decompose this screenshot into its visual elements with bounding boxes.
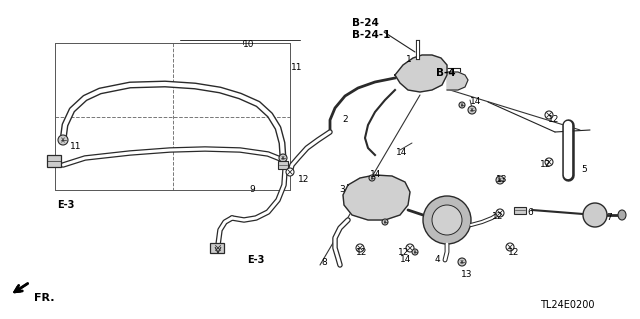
Bar: [514, 206, 526, 213]
Circle shape: [214, 244, 222, 252]
Circle shape: [369, 175, 375, 181]
Text: 11: 11: [291, 63, 303, 72]
Circle shape: [459, 102, 465, 108]
Ellipse shape: [583, 203, 607, 227]
Circle shape: [496, 209, 504, 217]
Ellipse shape: [618, 210, 626, 220]
Circle shape: [458, 258, 466, 266]
Text: 14: 14: [396, 148, 408, 157]
Circle shape: [382, 219, 388, 225]
Text: 1: 1: [406, 55, 412, 64]
Circle shape: [496, 176, 504, 184]
Text: FR.: FR.: [34, 293, 54, 303]
Text: E-3: E-3: [247, 255, 264, 265]
Text: 14: 14: [370, 170, 381, 179]
Circle shape: [279, 154, 287, 162]
Text: 12: 12: [398, 248, 410, 257]
Text: 10: 10: [243, 40, 255, 49]
Ellipse shape: [423, 196, 471, 244]
Text: B-24: B-24: [352, 18, 379, 28]
Text: 14: 14: [470, 97, 481, 106]
Polygon shape: [395, 55, 447, 92]
Text: 4: 4: [435, 255, 440, 264]
Text: 14: 14: [400, 255, 412, 264]
Text: 12: 12: [492, 212, 504, 221]
Text: 12: 12: [356, 248, 367, 257]
Circle shape: [406, 244, 414, 252]
Circle shape: [356, 244, 364, 252]
Text: 6: 6: [527, 208, 532, 217]
Polygon shape: [447, 72, 468, 90]
Polygon shape: [343, 175, 410, 220]
Text: 12: 12: [508, 248, 520, 257]
Bar: [278, 161, 288, 169]
Text: 13: 13: [461, 270, 472, 279]
Circle shape: [286, 168, 294, 176]
Text: 13: 13: [496, 175, 508, 184]
Text: 3: 3: [339, 185, 345, 194]
Text: B-24-1: B-24-1: [352, 30, 390, 40]
Text: 12: 12: [298, 175, 309, 184]
Text: 12: 12: [540, 160, 552, 169]
Text: 9: 9: [249, 185, 255, 194]
Text: 12: 12: [548, 115, 559, 124]
Text: E-3: E-3: [57, 200, 74, 210]
Circle shape: [545, 111, 553, 119]
Text: B-4: B-4: [436, 68, 456, 78]
Text: 8: 8: [321, 258, 327, 267]
Circle shape: [545, 158, 553, 166]
Circle shape: [506, 243, 514, 251]
Circle shape: [412, 249, 418, 255]
Text: 5: 5: [581, 165, 587, 174]
Bar: [210, 243, 224, 253]
Text: 7: 7: [606, 213, 612, 222]
Circle shape: [468, 106, 476, 114]
Text: TL24E0200: TL24E0200: [540, 300, 595, 310]
Text: 2: 2: [342, 115, 348, 124]
Bar: [47, 155, 61, 167]
Circle shape: [58, 135, 68, 145]
Text: 11: 11: [70, 142, 81, 151]
Ellipse shape: [432, 205, 462, 235]
